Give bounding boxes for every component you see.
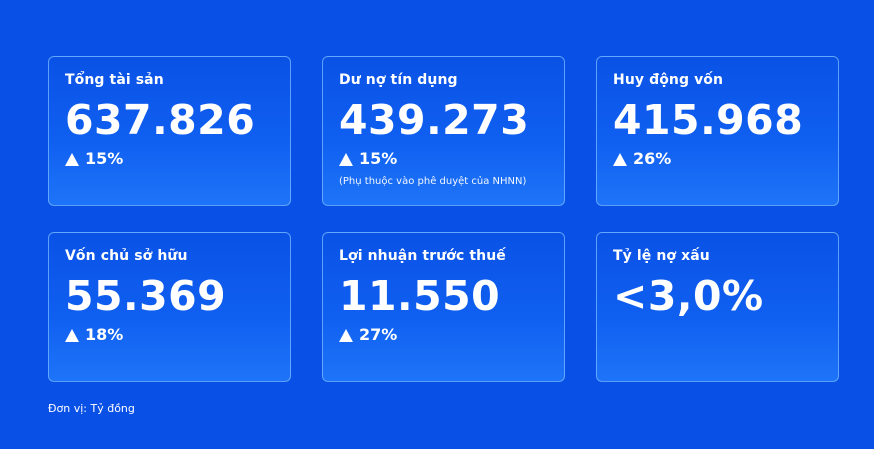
kpi-card-capital-mobilization: Huy động vốn 415.968 26% <box>596 56 839 206</box>
triangle-up-icon <box>65 328 79 342</box>
kpi-change: 26% <box>613 149 822 169</box>
kpi-value: 439.273 <box>339 96 530 144</box>
kpi-label: Tổng tài sản <box>65 72 164 88</box>
kpi-value: 637.826 <box>65 96 256 144</box>
kpi-card-profit-before-tax: Lợi nhuận trước thuế 11.550 27% <box>322 232 565 382</box>
unit-caption: Đơn vị: Tỷ đồng <box>48 402 135 415</box>
kpi-card-npl-ratio: Tỷ lệ nợ xấu <3,0% <box>596 232 839 382</box>
kpi-change: 18% <box>65 325 274 345</box>
kpi-grid: Tổng tài sản 637.826 15% Dư nợ tín dụng … <box>48 56 839 382</box>
kpi-change-value: 15% <box>359 149 398 168</box>
kpi-card-credit-balance: Dư nợ tín dụng 439.273 15% (Phụ thuộc và… <box>322 56 565 206</box>
kpi-change-value: 26% <box>633 149 672 168</box>
kpi-label: Vốn chủ sở hữu <box>65 248 188 264</box>
triangle-up-icon <box>613 152 627 166</box>
kpi-change-value: 15% <box>85 149 124 168</box>
kpi-label: Lợi nhuận trước thuế <box>339 248 506 264</box>
triangle-up-icon <box>339 328 353 342</box>
kpi-value: 415.968 <box>613 96 804 144</box>
kpi-note: (Phụ thuộc vào phê duyệt của NHNN) <box>339 176 527 187</box>
kpi-change: 27% <box>339 325 548 345</box>
kpi-card-total-assets: Tổng tài sản 637.826 15% <box>48 56 291 206</box>
kpi-value: 55.369 <box>65 272 227 320</box>
kpi-label: Huy động vốn <box>613 72 724 88</box>
kpi-change: 15% <box>65 149 274 169</box>
kpi-change-value: 18% <box>85 325 124 344</box>
triangle-up-icon <box>65 152 79 166</box>
kpi-change-value: 27% <box>359 325 398 344</box>
kpi-value: 11.550 <box>339 272 501 320</box>
triangle-up-icon <box>339 152 353 166</box>
kpi-label: Tỷ lệ nợ xấu <box>613 248 710 264</box>
kpi-value: <3,0% <box>613 272 764 320</box>
kpi-card-equity: Vốn chủ sở hữu 55.369 18% <box>48 232 291 382</box>
kpi-change: 15% <box>339 149 548 169</box>
kpi-label: Dư nợ tín dụng <box>339 72 458 88</box>
